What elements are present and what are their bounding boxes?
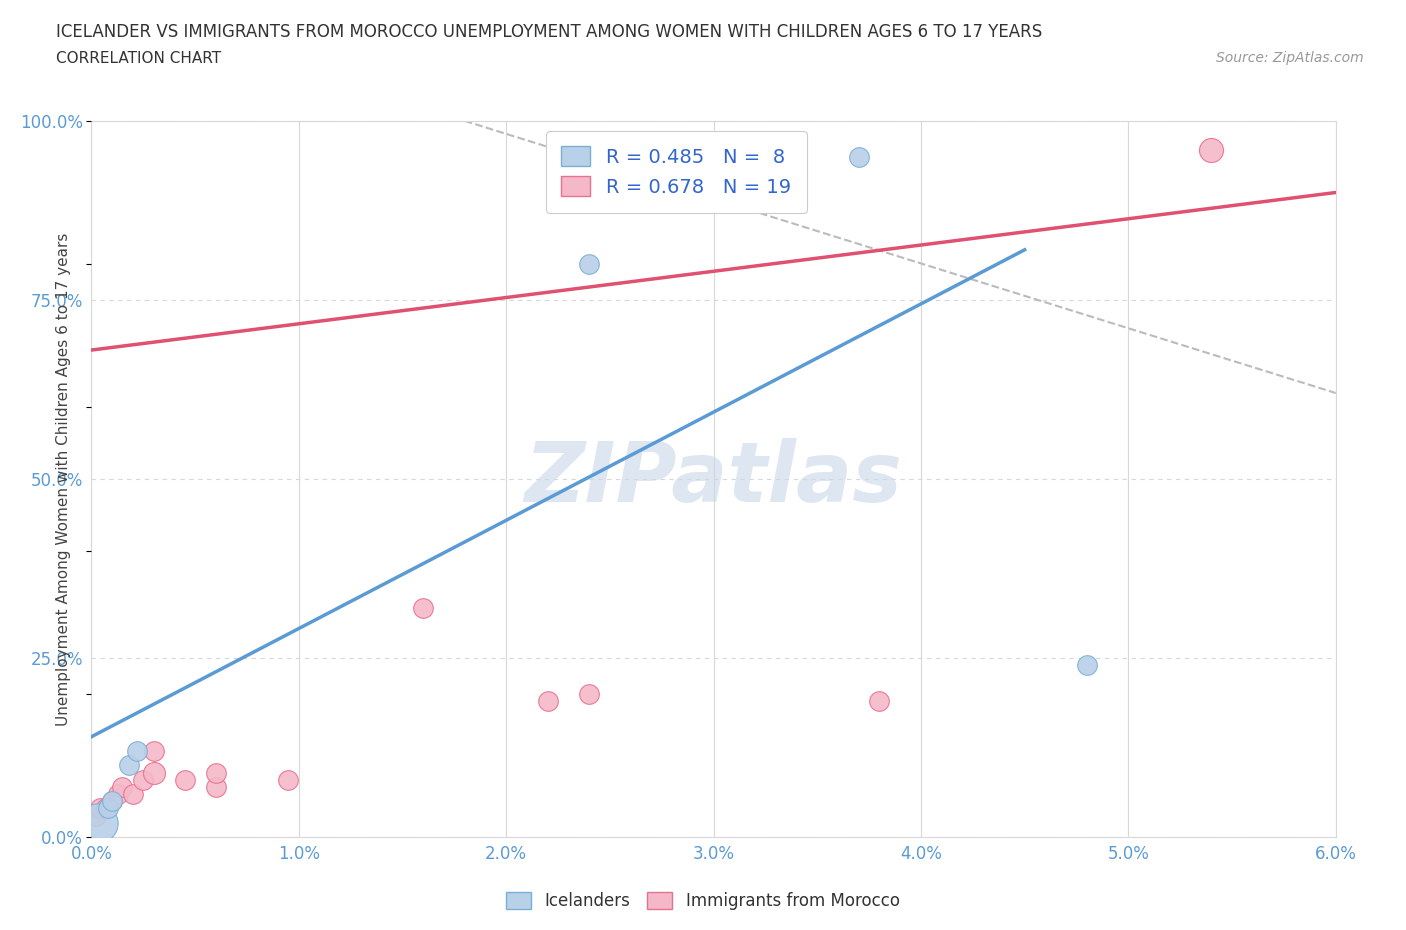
Point — [122, 787, 145, 802]
Point — [97, 801, 120, 816]
Point — [412, 601, 434, 616]
Text: ICELANDER VS IMMIGRANTS FROM MOROCCO UNEMPLOYMENT AMONG WOMEN WITH CHILDREN AGES: ICELANDER VS IMMIGRANTS FROM MOROCCO UNE… — [56, 23, 1042, 41]
Point — [111, 779, 134, 794]
Point — [848, 150, 870, 165]
Point — [142, 765, 165, 780]
Point — [1076, 658, 1098, 672]
Point — [536, 694, 558, 709]
Point — [89, 801, 111, 816]
Legend: R = 0.485   N =  8, R = 0.678   N = 19: R = 0.485 N = 8, R = 0.678 N = 19 — [546, 130, 807, 213]
Point — [132, 772, 155, 787]
Point — [101, 794, 124, 809]
Text: Source: ZipAtlas.com: Source: ZipAtlas.com — [1216, 51, 1364, 65]
Point — [118, 758, 141, 773]
Point — [277, 772, 299, 787]
Text: CORRELATION CHART: CORRELATION CHART — [56, 51, 221, 66]
Y-axis label: Unemployment Among Women with Children Ages 6 to 17 years: Unemployment Among Women with Children A… — [56, 232, 70, 725]
Point — [205, 765, 228, 780]
Point — [869, 694, 891, 709]
Point — [578, 257, 600, 272]
Point — [86, 816, 108, 830]
Point — [173, 772, 195, 787]
Point — [125, 744, 148, 759]
Point — [1201, 142, 1223, 157]
Point — [107, 787, 129, 802]
Point — [142, 744, 165, 759]
Point — [101, 794, 124, 809]
Text: ZIPatlas: ZIPatlas — [524, 438, 903, 520]
Point — [578, 686, 600, 701]
Point — [205, 779, 228, 794]
Point — [94, 801, 117, 816]
Point — [84, 808, 107, 823]
Legend: Icelanders, Immigrants from Morocco: Icelanders, Immigrants from Morocco — [499, 885, 907, 917]
